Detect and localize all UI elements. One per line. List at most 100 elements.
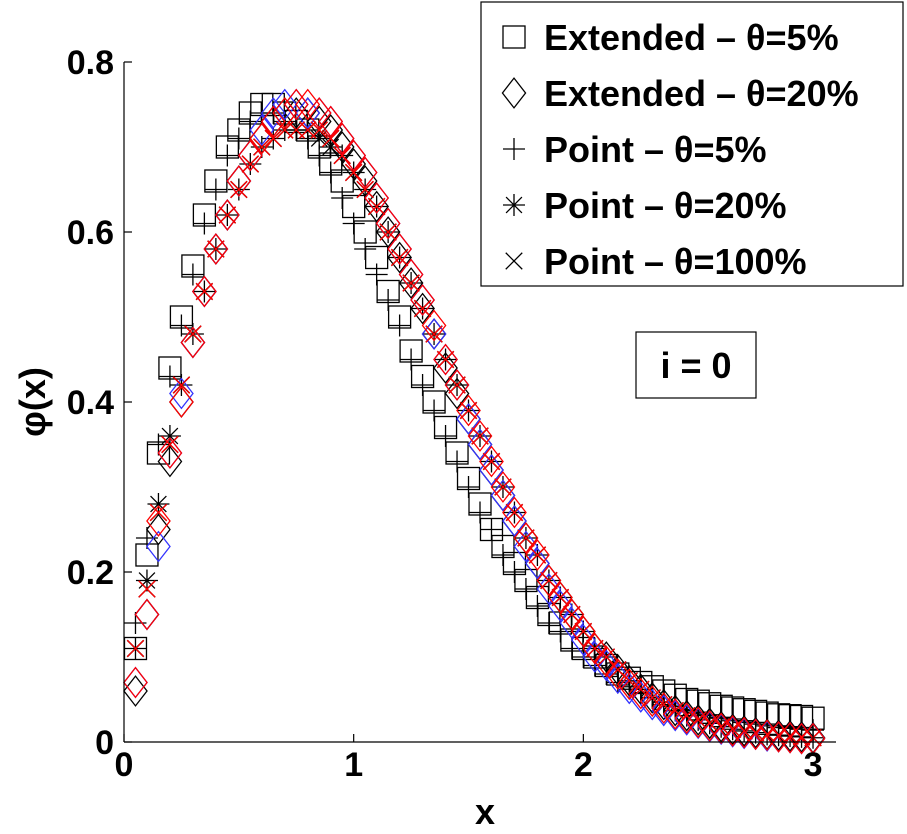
- data-point: [218, 206, 237, 224]
- data-point: [632, 680, 650, 699]
- legend-entry: Point – θ=5%: [503, 129, 767, 170]
- data-point: [689, 711, 707, 729]
- data-point: [364, 190, 390, 223]
- data-point: [480, 518, 503, 541]
- data-point: [333, 146, 351, 165]
- data-point: [666, 701, 684, 720]
- data-point: [616, 668, 642, 701]
- data-point: [134, 598, 160, 631]
- y-tick-label: 0.8: [67, 44, 114, 82]
- data-point: [272, 88, 298, 121]
- data-point: [754, 719, 780, 752]
- legend-entry: Point – θ=100%: [505, 241, 807, 282]
- data-point: [411, 374, 434, 396]
- data-point: [295, 97, 321, 129]
- data-point: [264, 129, 282, 148]
- data-point: [605, 658, 631, 690]
- data-point: [377, 289, 400, 311]
- data-point: [525, 547, 550, 580]
- data-point: [597, 648, 616, 666]
- data-point: [467, 428, 493, 461]
- data-point: [402, 274, 420, 292]
- data-point: [379, 223, 397, 241]
- data-point: [517, 529, 535, 547]
- data-point: [697, 709, 723, 742]
- data-point: [400, 348, 423, 371]
- data-point: [342, 212, 365, 235]
- x-axis-label: x: [475, 791, 495, 832]
- legend-marker: [503, 194, 525, 216]
- data-point: [226, 165, 252, 197]
- data-point: [184, 325, 202, 343]
- data-point: [720, 715, 746, 747]
- data-point: [295, 88, 321, 121]
- data-point: [149, 503, 168, 522]
- data-point: [423, 399, 446, 422]
- data-point: [367, 197, 386, 216]
- data-point: [410, 292, 435, 325]
- data-point: [456, 403, 481, 435]
- y-tick-label: 0: [95, 724, 114, 762]
- legend-marker: [505, 252, 523, 270]
- data-point: [169, 377, 194, 410]
- data-point: [310, 121, 328, 139]
- data-point: [398, 258, 424, 291]
- data-point: [193, 212, 216, 235]
- data-points: [123, 88, 826, 755]
- legend-label: Point – θ=100%: [544, 241, 807, 282]
- data-point: [540, 571, 558, 590]
- data-point: [352, 156, 378, 189]
- data-point: [457, 476, 480, 498]
- data-point: [410, 284, 435, 316]
- data-point: [272, 97, 298, 129]
- data-point: [308, 127, 331, 150]
- data-point: [375, 207, 401, 240]
- y-tick-label: 0.2: [67, 554, 114, 592]
- x-tick-label: 1: [344, 746, 363, 784]
- data-point: [192, 275, 217, 308]
- data-point: [503, 561, 526, 583]
- data-point: [146, 505, 171, 537]
- data-point: [216, 144, 239, 167]
- data-point: [436, 350, 455, 369]
- data-point: [227, 127, 250, 150]
- data-point: [731, 716, 757, 749]
- y-tick-label: 0.4: [67, 384, 114, 422]
- data-point: [548, 581, 573, 614]
- data-point: [548, 590, 573, 622]
- data-point: [570, 624, 596, 656]
- data-point: [708, 712, 734, 745]
- data-point: [536, 564, 562, 597]
- data-point: [253, 138, 271, 156]
- x-tick-label: 3: [804, 746, 823, 784]
- data-point: [746, 723, 765, 742]
- data-point: [574, 622, 593, 641]
- data-point: [306, 97, 332, 129]
- data-point: [536, 573, 562, 605]
- data-point: [170, 314, 193, 337]
- data-point: [375, 216, 401, 248]
- data-point: [398, 267, 424, 299]
- data-point: [158, 365, 181, 388]
- x-tick-label: 2: [574, 746, 593, 784]
- data-point: [448, 376, 466, 394]
- legend-box: [480, 1, 904, 287]
- data-point: [433, 352, 458, 384]
- axes: 0 1 2 3 0 0.2 0.4 0.6 0.8 x φ(x): [12, 44, 836, 832]
- data-point: [514, 578, 537, 600]
- data-point: [260, 105, 286, 138]
- legend-marker: [503, 138, 525, 160]
- data-point: [444, 377, 470, 410]
- data-point: [502, 505, 527, 537]
- data-point: [356, 180, 374, 199]
- data-point: [655, 695, 673, 714]
- data-point: [195, 282, 214, 301]
- legend-marker: [502, 25, 526, 49]
- data-point: [387, 241, 412, 274]
- data-point: [161, 435, 179, 454]
- data-point: [249, 114, 275, 146]
- data-point: [563, 605, 581, 624]
- data-point: [138, 580, 156, 598]
- data-point: [639, 685, 665, 718]
- data-point: [469, 501, 491, 524]
